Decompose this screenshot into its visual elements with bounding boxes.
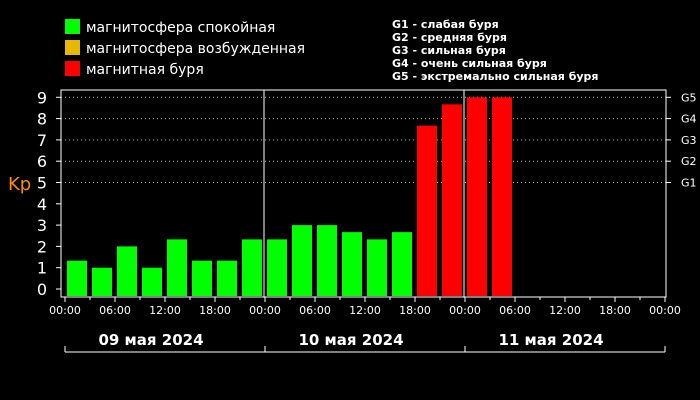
y-tick-label: 6 bbox=[37, 152, 47, 171]
kp-bar bbox=[417, 125, 437, 296]
kp-bar bbox=[367, 239, 387, 296]
x-tick-label: 12:00 bbox=[149, 304, 181, 317]
storm-level-label: G1 bbox=[681, 177, 697, 190]
kp-bar bbox=[342, 232, 362, 296]
x-tick-label: 00:00 bbox=[649, 304, 681, 317]
kp-bar bbox=[167, 239, 187, 296]
kp-bar bbox=[67, 260, 87, 296]
kp-bar bbox=[142, 267, 162, 296]
y-tick-label: 4 bbox=[37, 195, 47, 214]
kp-bar bbox=[292, 225, 312, 296]
x-tick-label: 06:00 bbox=[299, 304, 331, 317]
x-tick-label: 06:00 bbox=[99, 304, 131, 317]
bars bbox=[67, 97, 512, 296]
kp-bar bbox=[442, 104, 462, 296]
y-axis-label: Kp bbox=[8, 174, 31, 195]
storm-scale-item: G2 - средняя буря bbox=[392, 31, 507, 44]
x-tick-label: 00:00 bbox=[449, 304, 481, 317]
storm-scale-item: G3 - сильная буря bbox=[392, 44, 506, 57]
y-tick-label: 1 bbox=[37, 259, 47, 278]
legend-label: магнитосфера спокойная bbox=[86, 20, 275, 36]
x-tick-label: 18:00 bbox=[399, 304, 431, 317]
x-tick-label: 00:00 bbox=[249, 304, 281, 317]
storm-scale-item: G4 - очень сильная буря bbox=[392, 57, 547, 70]
storm-scale-item: G1 - слабая буря bbox=[392, 18, 499, 31]
y-tick-label: 0 bbox=[37, 280, 47, 299]
day-label: 11 мая 2024 bbox=[498, 331, 603, 349]
kp-bar bbox=[217, 260, 237, 296]
kp-bar bbox=[192, 260, 212, 296]
storm-level-label: G4 bbox=[681, 113, 697, 126]
legend-swatch bbox=[65, 40, 80, 55]
storm-level-label: G2 bbox=[681, 155, 697, 168]
y-tick-label: 3 bbox=[37, 216, 47, 235]
x-tick-label: 00:00 bbox=[49, 304, 81, 317]
y-tick-label: 5 bbox=[37, 174, 47, 193]
x-tick-label: 06:00 bbox=[499, 304, 531, 317]
kp-bar bbox=[467, 97, 487, 296]
day-label: 10 мая 2024 bbox=[298, 331, 403, 349]
kp-bar bbox=[242, 239, 262, 296]
x-axis: 00:00 06:00 12:00 18:00 00:00 06:00 12:00 18:00… bbox=[49, 297, 681, 317]
kp-bar bbox=[92, 267, 112, 296]
legend-swatch bbox=[65, 61, 80, 76]
plot-frame bbox=[60, 89, 667, 298]
y-tick-label: 2 bbox=[37, 237, 47, 256]
kp-bar bbox=[392, 232, 412, 296]
x-tick-label: 12:00 bbox=[549, 304, 581, 317]
legend-swatch bbox=[65, 19, 80, 34]
storm-level-label: G5 bbox=[681, 91, 697, 104]
legend-label: магнитосфера возбужденная bbox=[86, 41, 305, 57]
x-tick-label: 18:00 bbox=[199, 304, 231, 317]
kp-bar bbox=[117, 246, 137, 296]
legend: магнитосфера спокойная магнитосфера возбу… bbox=[65, 19, 305, 78]
y-tick-label: 8 bbox=[37, 110, 47, 129]
x-tick-label: 18:00 bbox=[599, 304, 631, 317]
y-tick-label: 9 bbox=[37, 88, 47, 107]
day-axis: 09 мая 2024 10 мая 2024 11 мая 2024 bbox=[64, 331, 666, 353]
storm-level-label: G3 bbox=[681, 134, 697, 147]
legend-label: магнитная буря bbox=[86, 62, 204, 78]
day-label: 09 мая 2024 bbox=[98, 331, 203, 349]
x-tick-label: 12:00 bbox=[349, 304, 381, 317]
kp-bar bbox=[267, 239, 287, 296]
y-tick-label: 7 bbox=[37, 131, 47, 150]
storm-grid: G1 G2 G3 G4 G5 bbox=[61, 90, 697, 297]
kp-bar bbox=[492, 97, 512, 296]
storm-scale-item: G5 - экстремально сильная буря bbox=[392, 70, 598, 83]
y-axis: 0 1 2 3 4 5 6 7 8 9 bbox=[37, 88, 61, 299]
kp-bar bbox=[317, 225, 337, 296]
